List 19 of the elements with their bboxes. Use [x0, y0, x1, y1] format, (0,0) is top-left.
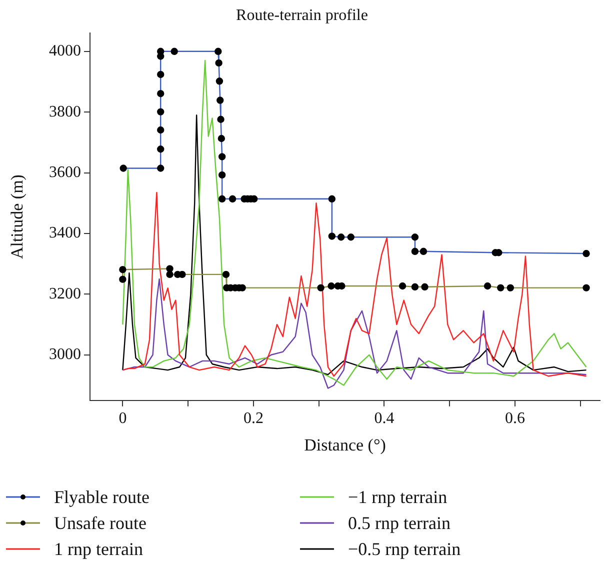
- x-axis-title: Distance (°): [304, 435, 386, 454]
- y-tick-label: 3400: [49, 224, 81, 242]
- legend-label: Unsafe route: [54, 512, 146, 534]
- legend-label: 1 rnp terrain: [54, 538, 143, 560]
- legend-label: −1 rnp terrain: [348, 486, 448, 508]
- legend-label: 0.5 rnp terrain: [348, 512, 450, 534]
- x-tick-label: 0.4: [374, 410, 394, 428]
- y-tick-label: 3600: [49, 164, 81, 181]
- x-tick-label: 0: [118, 410, 127, 428]
- y-tick-label: 4000: [49, 42, 81, 60]
- y-tick-label: 3000: [49, 346, 81, 364]
- legend-label: −0.5 rnp terrain: [348, 538, 461, 560]
- y-axis-title: Altitude (m): [8, 174, 27, 260]
- chart-title: Route-terrain profile: [236, 6, 368, 24]
- x-tick-label: 0.6: [505, 410, 525, 428]
- x-tick-label: 0.2: [243, 410, 264, 428]
- legend-label: Flyable route: [54, 486, 150, 508]
- y-tick-label: 3200: [49, 285, 81, 302]
- y-tick-label: 3800: [49, 103, 81, 120]
